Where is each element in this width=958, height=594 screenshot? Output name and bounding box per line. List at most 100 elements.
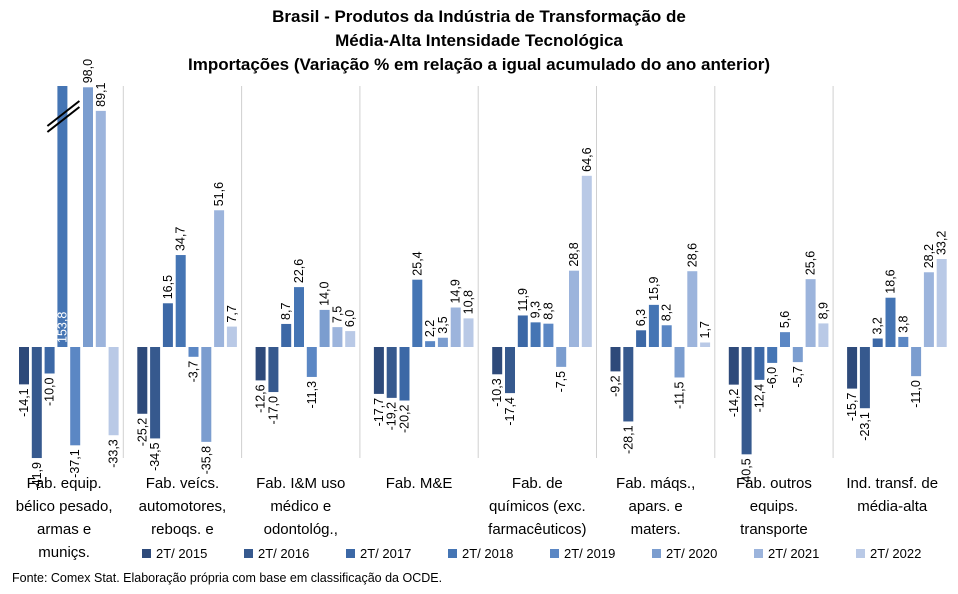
category-label: Fab. I&M uso bbox=[256, 475, 345, 492]
value-label: 5,6 bbox=[778, 311, 792, 328]
value-label: -17,0 bbox=[266, 396, 280, 425]
value-label: 7,5 bbox=[330, 306, 344, 323]
legend-label: 2T/ 2022 bbox=[870, 546, 921, 561]
category-label: reboqs. e bbox=[151, 521, 214, 538]
legend-label: 2T/ 2016 bbox=[258, 546, 309, 561]
value-label: -9,2 bbox=[609, 375, 623, 397]
value-label: 51,6 bbox=[212, 182, 226, 206]
value-label: 33,2 bbox=[935, 231, 949, 255]
source-note: Fonte: Comex Stat. Elaboração própria co… bbox=[12, 571, 443, 585]
value-label: -10,3 bbox=[490, 378, 504, 407]
value-label: 14,9 bbox=[449, 279, 463, 303]
bar bbox=[936, 259, 947, 347]
bar bbox=[255, 347, 266, 381]
value-label: -23,1 bbox=[858, 412, 872, 441]
value-label: 22,6 bbox=[292, 259, 306, 283]
value-label: 15,9 bbox=[647, 276, 661, 300]
bar bbox=[108, 347, 119, 436]
bar bbox=[70, 347, 81, 446]
bar bbox=[581, 175, 592, 347]
value-label: -7,5 bbox=[554, 371, 568, 393]
bar bbox=[373, 347, 384, 394]
legend-label: 2T/ 2020 bbox=[666, 546, 717, 561]
category-label: apars. e bbox=[629, 498, 683, 515]
bar bbox=[450, 307, 461, 347]
value-label: 25,6 bbox=[804, 251, 818, 275]
bar bbox=[31, 347, 42, 459]
bar bbox=[543, 323, 554, 347]
value-label: -28,1 bbox=[621, 425, 635, 454]
value-label: 98,0 bbox=[81, 59, 95, 83]
value-label: 18,6 bbox=[884, 269, 898, 293]
legend-swatch bbox=[448, 549, 457, 558]
value-label: -12,4 bbox=[752, 384, 766, 413]
value-label: -34,5 bbox=[148, 442, 162, 471]
value-label: 8,2 bbox=[660, 304, 674, 321]
value-label: 153,8 bbox=[55, 312, 69, 343]
value-label: -6,0 bbox=[765, 367, 779, 389]
legend-label: 2T/ 2015 bbox=[156, 546, 207, 561]
category-label: Fab. máqs., bbox=[616, 475, 695, 492]
bar bbox=[268, 347, 279, 393]
value-label: 8,9 bbox=[816, 302, 830, 319]
value-label: 3,8 bbox=[896, 316, 910, 333]
value-label: 3,5 bbox=[436, 316, 450, 333]
value-label: -10,0 bbox=[43, 377, 57, 406]
bar bbox=[700, 342, 711, 347]
category-label: Fab. de bbox=[512, 475, 563, 492]
bar bbox=[201, 347, 212, 442]
category-label: Ind. transf. de bbox=[846, 475, 938, 492]
bar bbox=[687, 271, 698, 347]
legend-label: 2T/ 2019 bbox=[564, 546, 615, 561]
value-label: 6,0 bbox=[343, 310, 357, 327]
value-label: -37,1 bbox=[68, 449, 82, 478]
value-label: -3,7 bbox=[187, 361, 201, 383]
bar bbox=[767, 347, 778, 363]
bar bbox=[399, 347, 410, 401]
value-label: -35,8 bbox=[199, 446, 213, 475]
bar bbox=[636, 330, 647, 347]
bar bbox=[610, 347, 621, 372]
bar bbox=[517, 315, 528, 347]
legend-swatch bbox=[856, 549, 865, 558]
chart-title-line-2: Média-Alta Intensidade Tecnológica bbox=[335, 31, 623, 50]
legend-swatch bbox=[652, 549, 661, 558]
value-label: -5,7 bbox=[791, 366, 805, 388]
value-label: -19,2 bbox=[385, 402, 399, 431]
bar bbox=[492, 347, 503, 375]
bar bbox=[137, 347, 148, 414]
bar bbox=[872, 338, 883, 347]
category-label: Fab. equip. bbox=[27, 475, 102, 492]
bar bbox=[754, 347, 765, 380]
category-label: armas e bbox=[37, 521, 91, 538]
value-label: 1,7 bbox=[698, 321, 712, 338]
value-label: 9,3 bbox=[529, 301, 543, 318]
value-label: 11,9 bbox=[516, 288, 530, 311]
value-label: -12,6 bbox=[254, 384, 268, 413]
bar bbox=[463, 318, 474, 347]
value-label: -17,7 bbox=[372, 398, 386, 427]
bar bbox=[226, 326, 237, 347]
bar bbox=[345, 331, 356, 347]
value-label: -40,5 bbox=[740, 458, 754, 487]
category-label: muniçs. bbox=[38, 544, 90, 561]
bar bbox=[83, 87, 93, 348]
value-label: -11,5 bbox=[673, 381, 687, 409]
category-label: média-alta bbox=[857, 498, 928, 515]
bar bbox=[175, 255, 186, 347]
axis-break-mark bbox=[46, 100, 81, 127]
bar bbox=[437, 337, 448, 347]
bar bbox=[923, 272, 934, 347]
value-label: 34,7 bbox=[174, 227, 188, 251]
value-label: 28,2 bbox=[922, 244, 936, 268]
bar bbox=[818, 323, 829, 347]
value-label: 8,7 bbox=[279, 303, 293, 320]
category-label: odontológ., bbox=[264, 521, 338, 538]
bar bbox=[556, 347, 567, 367]
bar bbox=[57, 86, 68, 347]
value-label: 28,6 bbox=[685, 243, 699, 267]
bar bbox=[319, 309, 330, 347]
bar bbox=[505, 347, 515, 394]
axis-break-mark bbox=[46, 106, 81, 133]
